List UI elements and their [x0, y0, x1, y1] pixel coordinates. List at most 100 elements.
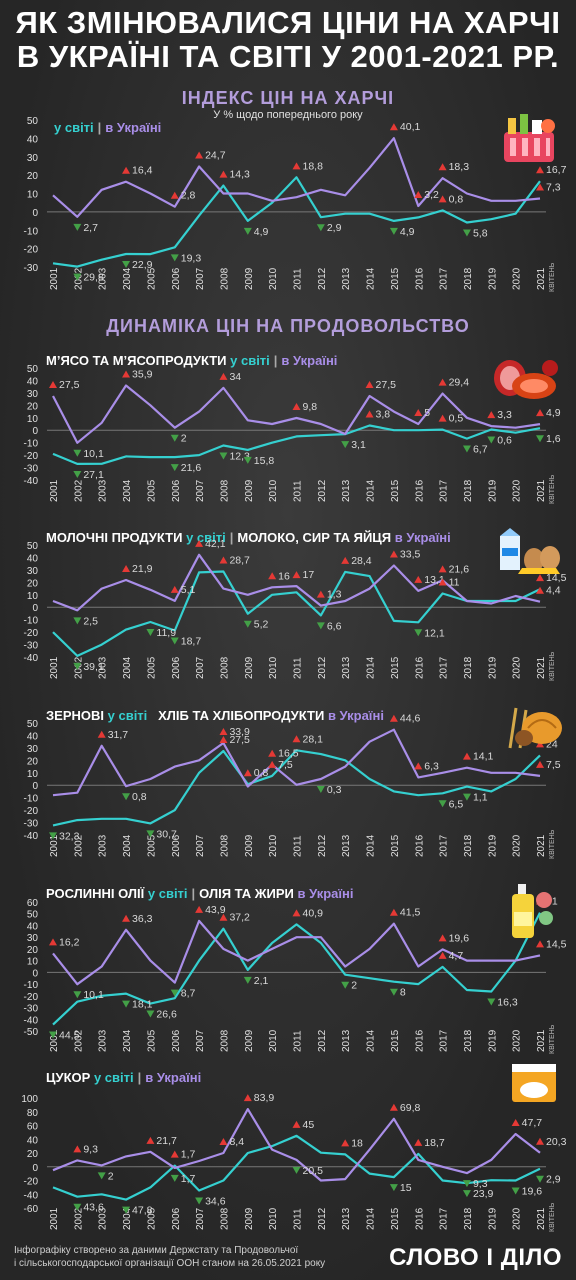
value-label: 14,1: [473, 751, 494, 763]
value-label: 51: [546, 896, 558, 908]
up-triangle-icon: [49, 938, 57, 946]
x-tick-label: 2019: [487, 656, 498, 679]
down-triangle-icon: [146, 1010, 155, 1018]
y-tick-label: 20: [27, 756, 39, 767]
y-tick-label: -10: [24, 980, 39, 991]
grain-chart-header: ЗЕРНОВІ у світі ХЛІБ ТА ХЛІБОПРОДУКТИ в …: [46, 708, 384, 723]
x-tick-label: 2010: [268, 479, 279, 502]
value-label: 11: [449, 577, 460, 589]
up-triangle-icon: [414, 575, 423, 583]
dairy-world-category-label: МОЛОЧНІ ПРОДУКТИ: [46, 530, 183, 545]
sugar-icon: [512, 1064, 556, 1102]
legend-ukraine: в Україні: [105, 120, 162, 135]
x-tick-label: 2004: [122, 834, 133, 857]
value-label: 18,1: [132, 999, 153, 1011]
x-tick-label: 2004: [122, 1029, 133, 1052]
x-tick-label: 2001: [49, 1029, 60, 1052]
legend-ukraine: в Україні: [394, 530, 451, 545]
x-tick-label: 2003: [98, 834, 109, 857]
value-label: 43,6: [83, 1202, 104, 1214]
value-label: 11,9: [156, 627, 176, 639]
x-tick-label: 2017: [439, 1207, 450, 1230]
up-triangle-icon: [292, 571, 301, 579]
value-label: 32,3: [59, 830, 80, 842]
value-label: 18,7: [424, 1137, 445, 1149]
y-tick-label: 30: [27, 389, 39, 400]
up-triangle-icon: [122, 914, 131, 922]
x-tick-label: 2006: [171, 479, 182, 502]
up-triangle-icon: [536, 940, 544, 948]
value-label: 3,3: [497, 409, 512, 421]
x-tick-label: 2016: [414, 656, 425, 679]
grain-ukraine-category-label: ХЛІБ ТА ХЛІБОПРОДУКТИ: [158, 708, 325, 723]
value-label: 27,5: [59, 379, 80, 391]
y-tick-label: 40: [27, 921, 39, 932]
main-title-line2: В УКРАЇНІ ТА СВІТІ У 2001-2021 РР.: [16, 39, 560, 74]
x-tick-label: 2012: [317, 267, 328, 290]
y-tick-label: 0: [32, 426, 38, 437]
down-triangle-icon: [170, 637, 179, 645]
dynamics-title: ДИНАМІКА ЦІН НА ПРОДОВОЛЬСТВО: [106, 316, 470, 336]
value-label: 2,9: [546, 1174, 561, 1186]
value-label: 4,9: [400, 226, 415, 238]
value-label: 2,7: [83, 222, 98, 234]
index-legend: у світі | в Україні: [54, 120, 161, 135]
value-label: 5: [424, 407, 430, 419]
x-tick-label: 2009: [244, 267, 255, 290]
value-label: 5,1: [181, 584, 196, 596]
x-tick-label: 2013: [341, 834, 352, 857]
x-tick-label: 2020: [512, 834, 523, 857]
ukraine-series-line: [52, 137, 541, 218]
x-tick-label: 2021: [536, 479, 547, 502]
x-tick-label: 2005: [146, 1207, 157, 1230]
x-tick-label: 2013: [341, 656, 352, 679]
value-label: 35,9: [132, 369, 153, 381]
value-label: 40,1: [400, 121, 421, 133]
x-tick-label: 2011: [293, 657, 304, 679]
y-tick-label: -40: [24, 1190, 39, 1201]
x-tick-label: 2018: [463, 267, 474, 290]
legend-world: у світі: [147, 886, 188, 901]
footer-line1: Інфографіку створено за даними Держстату…: [14, 1245, 299, 1256]
value-label: 8: [400, 987, 406, 999]
y-tick-label: 50: [27, 364, 39, 375]
x-tick-label: 2002: [73, 267, 84, 290]
ukraine-series-line: [52, 919, 541, 986]
legend-ukraine: в Україні: [327, 708, 384, 723]
x-tick-label: 2010: [268, 834, 279, 857]
x-tick-label: 2018: [463, 1207, 474, 1230]
value-label: 26,6: [156, 1009, 177, 1021]
x-tick-label: 2016: [414, 267, 425, 290]
value-label: 28,4: [351, 555, 372, 567]
y-tick-label: 0: [32, 208, 38, 219]
y-tick-label: -60: [24, 1204, 39, 1215]
value-label: 7,5: [546, 759, 561, 771]
up-triangle-icon: [146, 1136, 155, 1144]
down-triangle-icon: [462, 229, 471, 237]
down-triangle-icon: [341, 981, 350, 989]
x-tick-label: 2015: [390, 479, 401, 502]
value-label: 39,1: [83, 661, 104, 673]
up-triangle-icon: [414, 409, 423, 416]
up-triangle-icon: [438, 934, 447, 942]
up-triangle-icon: [243, 769, 252, 777]
legend-world: у світі: [230, 353, 270, 368]
value-label: 18,3: [449, 161, 470, 173]
value-label: 19,6: [522, 1186, 543, 1198]
legend-ukraine: в Україні: [281, 353, 338, 368]
down-triangle-icon: [73, 223, 82, 231]
up-triangle-icon: [219, 170, 228, 178]
value-label: 0,3: [327, 784, 342, 796]
dairy-ukraine-category-label: МОЛОКО, СИР ТА ЯЙЦЯ: [237, 530, 392, 545]
value-label: 7,5: [278, 759, 293, 771]
value-label: 6,5: [449, 798, 464, 810]
up-triangle-icon: [268, 749, 277, 757]
x-tick-label: 2006: [171, 1029, 182, 1052]
x-tick-label: 2011: [293, 268, 304, 290]
x-tick-label: 2012: [317, 656, 328, 679]
value-label: 2,8: [181, 190, 196, 202]
value-label: 18,7: [181, 635, 202, 647]
value-label: 43,9: [205, 904, 226, 916]
